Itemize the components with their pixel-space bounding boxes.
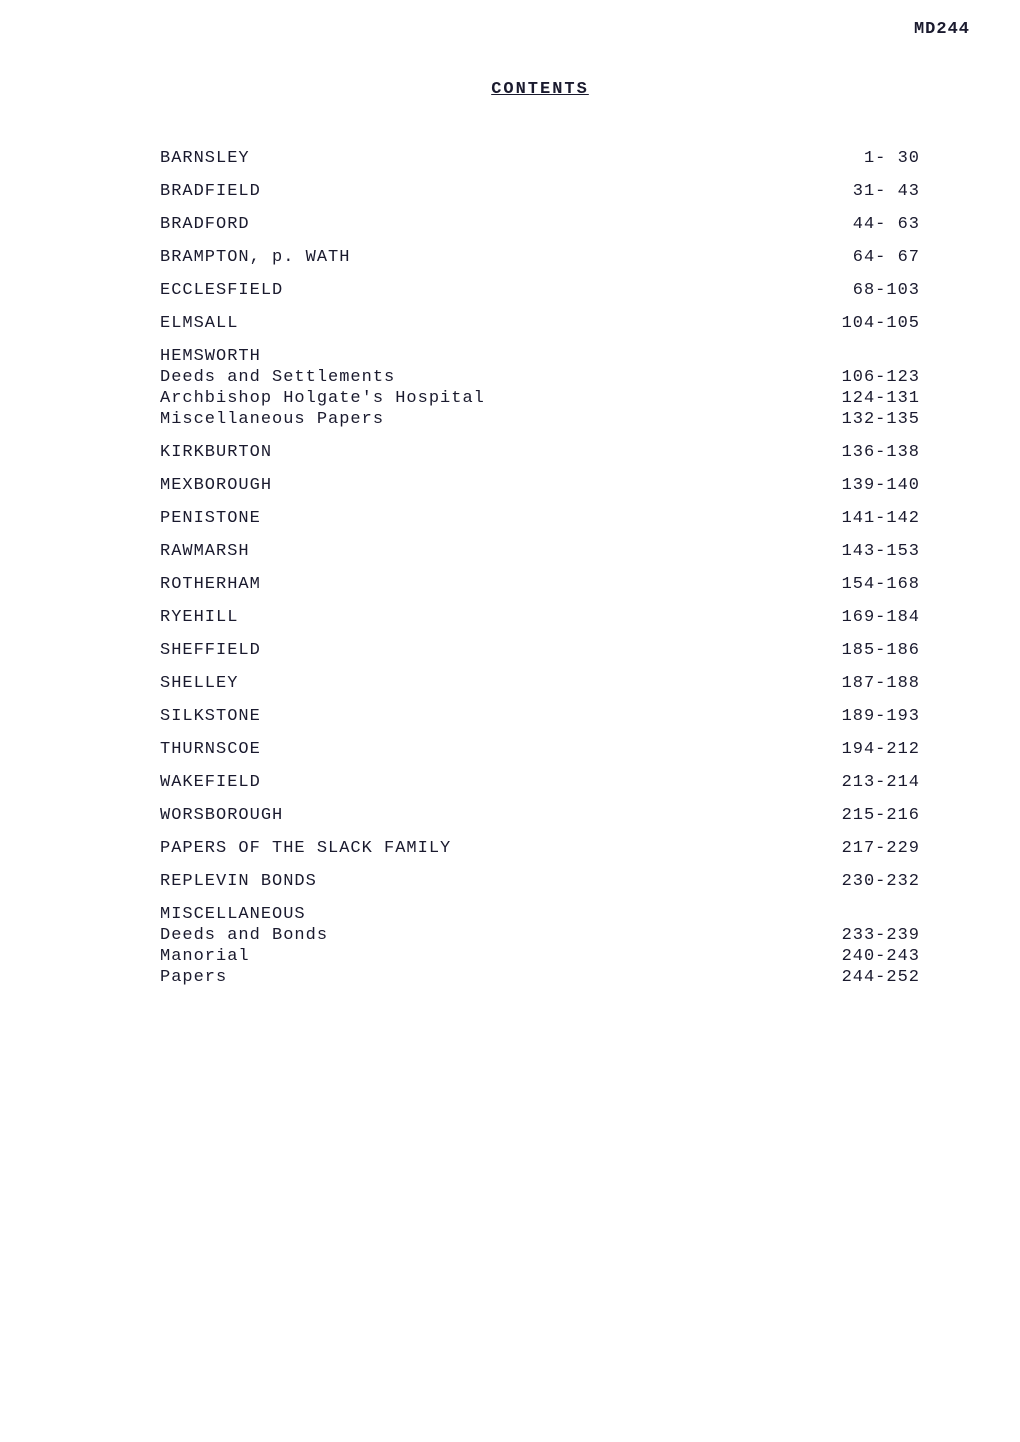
toc-sub-row: Deeds and Bonds 233-239 bbox=[160, 926, 920, 945]
toc-sub-pages: 124-131 bbox=[800, 389, 920, 408]
toc-pages: 68-103 bbox=[800, 281, 920, 300]
toc-row: SHELLEY 187-188 bbox=[160, 674, 920, 693]
toc-sub-label: Archbishop Holgate's Hospital bbox=[160, 389, 485, 408]
toc-label: WAKEFIELD bbox=[160, 773, 261, 792]
toc-label: BRAMPTON, p. WATH bbox=[160, 248, 350, 267]
toc-row: PAPERS OF THE SLACK FAMILY 217-229 bbox=[160, 839, 920, 858]
toc-pages: 104-105 bbox=[800, 314, 920, 333]
toc-row: BRADFIELD 31- 43 bbox=[160, 182, 920, 201]
toc-row: SHEFFIELD 185-186 bbox=[160, 641, 920, 660]
toc-label: ELMSALL bbox=[160, 314, 238, 333]
toc-sub-row: Archbishop Holgate's Hospital 124-131 bbox=[160, 389, 920, 408]
toc-row: BRAMPTON, p. WATH 64- 67 bbox=[160, 248, 920, 267]
toc-label: SHELLEY bbox=[160, 674, 238, 693]
toc-label: ROTHERHAM bbox=[160, 575, 261, 594]
toc-row: WAKEFIELD 213-214 bbox=[160, 773, 920, 792]
toc-pages: 230-232 bbox=[800, 872, 920, 891]
toc-label: MEXBOROUGH bbox=[160, 476, 272, 495]
contents-title: CONTENTS bbox=[160, 80, 920, 99]
toc-sub-label: Deeds and Settlements bbox=[160, 368, 395, 387]
toc-label: THURNSCOE bbox=[160, 740, 261, 759]
table-of-contents: BARNSLEY 1- 30 BRADFIELD 31- 43 BRADFORD 4… bbox=[160, 149, 920, 1001]
toc-label: ECCLESFIELD bbox=[160, 281, 283, 300]
toc-row: RYEHILL 169-184 bbox=[160, 608, 920, 627]
toc-row: RAWMARSH 143-153 bbox=[160, 542, 920, 561]
toc-sub-row: Papers 244-252 bbox=[160, 968, 920, 987]
toc-sub-row: Manorial 240-243 bbox=[160, 947, 920, 966]
toc-pages: 187-188 bbox=[800, 674, 920, 693]
toc-row: THURNSCOE 194-212 bbox=[160, 740, 920, 759]
toc-pages: 215-216 bbox=[800, 806, 920, 825]
toc-row: PENISTONE 141-142 bbox=[160, 509, 920, 528]
toc-pages: 189-193 bbox=[800, 707, 920, 726]
toc-row: BRADFORD 44- 63 bbox=[160, 215, 920, 234]
toc-label: REPLEVIN BONDS bbox=[160, 872, 317, 891]
toc-row: ECCLESFIELD 68-103 bbox=[160, 281, 920, 300]
toc-pages: 44- 63 bbox=[800, 215, 920, 234]
toc-row: SILKSTONE 189-193 bbox=[160, 707, 920, 726]
toc-label: KIRKBURTON bbox=[160, 443, 272, 462]
toc-pages: 143-153 bbox=[800, 542, 920, 561]
toc-sub-pages: 244-252 bbox=[800, 968, 920, 987]
toc-sub-pages: 240-243 bbox=[800, 947, 920, 966]
toc-label: SILKSTONE bbox=[160, 707, 261, 726]
toc-sub-label: Deeds and Bonds bbox=[160, 926, 328, 945]
toc-row: REPLEVIN BONDS 230-232 bbox=[160, 872, 920, 891]
toc-pages: 64- 67 bbox=[800, 248, 920, 267]
toc-pages: 31- 43 bbox=[800, 182, 920, 201]
toc-label: WORSBOROUGH bbox=[160, 806, 283, 825]
toc-pages: 185-186 bbox=[800, 641, 920, 660]
toc-label: BRADFIELD bbox=[160, 182, 261, 201]
toc-row: KIRKBURTON 136-138 bbox=[160, 443, 920, 462]
toc-label: BRADFORD bbox=[160, 215, 250, 234]
toc-sub-row: Miscellaneous Papers 132-135 bbox=[160, 410, 920, 429]
toc-sub-pages: 132-135 bbox=[800, 410, 920, 429]
toc-label: SHEFFIELD bbox=[160, 641, 261, 660]
toc-row: BARNSLEY 1- 30 bbox=[160, 149, 920, 168]
toc-pages: 1- 30 bbox=[800, 149, 920, 168]
toc-label: PENISTONE bbox=[160, 509, 261, 528]
document-page: MD244 CONTENTS BARNSLEY 1- 30 BRADFIELD 3… bbox=[0, 0, 1020, 1442]
toc-row: ELMSALL 104-105 bbox=[160, 314, 920, 333]
toc-pages: 136-138 bbox=[800, 443, 920, 462]
toc-pages: 169-184 bbox=[800, 608, 920, 627]
toc-sub-row: Deeds and Settlements 106-123 bbox=[160, 368, 920, 387]
toc-sub-label: Miscellaneous Papers bbox=[160, 410, 384, 429]
toc-pages: 154-168 bbox=[800, 575, 920, 594]
toc-label: RYEHILL bbox=[160, 608, 238, 627]
toc-sub-pages: 106-123 bbox=[800, 368, 920, 387]
toc-row: MEXBOROUGH 139-140 bbox=[160, 476, 920, 495]
toc-pages: 141-142 bbox=[800, 509, 920, 528]
spacer bbox=[160, 989, 920, 1001]
toc-label: BARNSLEY bbox=[160, 149, 250, 168]
toc-pages: 213-214 bbox=[800, 773, 920, 792]
toc-sub-label: Papers bbox=[160, 968, 227, 987]
document-id: MD244 bbox=[914, 20, 970, 39]
toc-pages: 194-212 bbox=[800, 740, 920, 759]
toc-group-heading: HEMSWORTH bbox=[160, 347, 920, 366]
toc-label: PAPERS OF THE SLACK FAMILY bbox=[160, 839, 451, 858]
toc-row: WORSBOROUGH 215-216 bbox=[160, 806, 920, 825]
toc-pages: 217-229 bbox=[800, 839, 920, 858]
toc-label: RAWMARSH bbox=[160, 542, 250, 561]
toc-row: ROTHERHAM 154-168 bbox=[160, 575, 920, 594]
toc-pages: 139-140 bbox=[800, 476, 920, 495]
spacer bbox=[160, 431, 920, 443]
toc-sub-pages: 233-239 bbox=[800, 926, 920, 945]
toc-sub-label: Manorial bbox=[160, 947, 250, 966]
toc-group-heading: MISCELLANEOUS bbox=[160, 905, 920, 924]
